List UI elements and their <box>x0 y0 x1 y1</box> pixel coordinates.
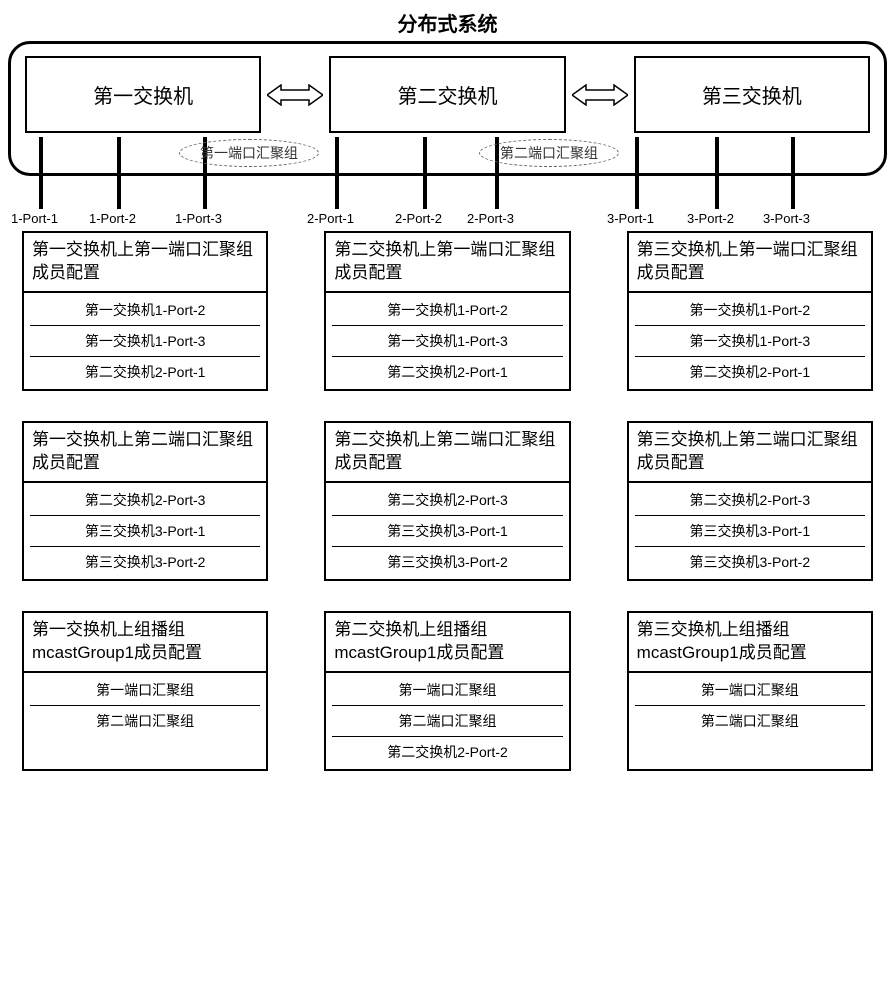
config-table-header: 第三交换机上第一端口汇聚组成员配置 <box>629 233 871 293</box>
aggregation-label-1: 第一端口汇聚组 <box>179 139 319 167</box>
config-table-row: 第二交换机2-Port-1 <box>332 356 562 387</box>
distributed-system-box: 第一交换机 第二交换机 第三交换机 第一端口汇聚组 第二端口汇聚组 <box>8 41 887 176</box>
port-label: 1-Port-3 <box>175 211 222 226</box>
config-table-row: 第三交换机3-Port-2 <box>30 546 260 577</box>
config-table-header: 第一交换机上第二端口汇聚组成员配置 <box>24 423 266 483</box>
config-table-row: 第一交换机1-Port-2 <box>635 295 865 325</box>
port-label: 1-Port-2 <box>89 211 136 226</box>
bidirectional-arrow-icon <box>261 84 329 106</box>
port-label: 3-Port-2 <box>687 211 734 226</box>
port-label: 1-Port-1 <box>11 211 58 226</box>
config-table-row: 第二交换机2-Port-3 <box>30 485 260 515</box>
port-line <box>117 137 121 209</box>
config-table-row: 第二端口汇聚组 <box>635 705 865 736</box>
switch-1: 第一交换机 <box>25 56 261 133</box>
bidirectional-arrow-icon <box>566 84 634 106</box>
port-label: 3-Port-1 <box>607 211 654 226</box>
aggregation-label-2: 第二端口汇聚组 <box>479 139 619 167</box>
config-table: 第二交换机上第一端口汇聚组成员配置第一交换机1-Port-2第一交换机1-Por… <box>324 231 570 391</box>
port-label: 3-Port-3 <box>763 211 810 226</box>
switch-row: 第一交换机 第二交换机 第三交换机 <box>25 56 870 133</box>
port-line <box>423 137 427 209</box>
config-table-row: 第二交换机2-Port-3 <box>332 485 562 515</box>
switch-3: 第三交换机 <box>634 56 870 133</box>
config-table-row: 第二端口汇聚组 <box>30 705 260 736</box>
config-table-row: 第三交换机3-Port-1 <box>30 515 260 546</box>
config-table-header: 第二交换机上组播组mcastGroup1成员配置 <box>326 613 568 673</box>
config-table-row: 第一交换机1-Port-2 <box>30 295 260 325</box>
port-lines-area: 1-Port-1 1-Port-2 1-Port-3 2-Port-1 2-Port-2… <box>8 173 887 227</box>
config-table-header: 第三交换机上组播组mcastGroup1成员配置 <box>629 613 871 673</box>
config-table: 第二交换机上组播组mcastGroup1成员配置第一端口汇聚组第二端口汇聚组第二… <box>324 611 570 771</box>
port-label: 2-Port-3 <box>467 211 514 226</box>
config-table: 第一交换机上第一端口汇聚组成员配置第一交换机1-Port-2第一交换机1-Por… <box>22 231 268 391</box>
config-table-row: 第一交换机1-Port-3 <box>332 325 562 356</box>
port-line <box>635 137 639 209</box>
config-table-row: 第三交换机3-Port-1 <box>332 515 562 546</box>
config-table-row: 第一交换机1-Port-2 <box>332 295 562 325</box>
config-table-header: 第二交换机上第二端口汇聚组成员配置 <box>326 423 568 483</box>
config-table-header: 第二交换机上第一端口汇聚组成员配置 <box>326 233 568 293</box>
config-table-row: 第一端口汇聚组 <box>30 675 260 705</box>
config-table: 第三交换机上第二端口汇聚组成员配置第二交换机2-Port-3第三交换机3-Por… <box>627 421 873 581</box>
config-table: 第三交换机上第一端口汇聚组成员配置第一交换机1-Port-2第一交换机1-Por… <box>627 231 873 391</box>
config-table-row: 第二端口汇聚组 <box>332 705 562 736</box>
port-line <box>791 137 795 209</box>
config-table-header: 第三交换机上第二端口汇聚组成员配置 <box>629 423 871 483</box>
config-table: 第二交换机上第二端口汇聚组成员配置第二交换机2-Port-3第三交换机3-Por… <box>324 421 570 581</box>
config-table-header: 第一交换机上组播组mcastGroup1成员配置 <box>24 613 266 673</box>
port-label: 2-Port-2 <box>395 211 442 226</box>
config-table-row: 第一端口汇聚组 <box>332 675 562 705</box>
config-table-row: 第二交换机2-Port-1 <box>30 356 260 387</box>
config-table-row: 第二交换机2-Port-3 <box>635 485 865 515</box>
config-table-row: 第三交换机3-Port-1 <box>635 515 865 546</box>
config-table-row: 第一端口汇聚组 <box>635 675 865 705</box>
port-line <box>715 137 719 209</box>
config-table-row: 第二交换机2-Port-2 <box>332 736 562 767</box>
config-table: 第一交换机上第二端口汇聚组成员配置第二交换机2-Port-3第三交换机3-Por… <box>22 421 268 581</box>
config-table-row: 第一交换机1-Port-3 <box>30 325 260 356</box>
config-table: 第三交换机上组播组mcastGroup1成员配置第一端口汇聚组第二端口汇聚组 <box>627 611 873 771</box>
port-label: 2-Port-1 <box>307 211 354 226</box>
config-table-row: 第一交换机1-Port-3 <box>635 325 865 356</box>
config-table-row: 第三交换机3-Port-2 <box>332 546 562 577</box>
port-line <box>335 137 339 209</box>
config-table-row: 第二交换机2-Port-1 <box>635 356 865 387</box>
config-tables-grid: 第一交换机上第一端口汇聚组成员配置第一交换机1-Port-2第一交换机1-Por… <box>8 227 887 777</box>
config-table-row: 第三交换机3-Port-2 <box>635 546 865 577</box>
system-title: 分布式系统 <box>8 8 887 37</box>
config-table-header: 第一交换机上第一端口汇聚组成员配置 <box>24 233 266 293</box>
config-table: 第一交换机上组播组mcastGroup1成员配置第一端口汇聚组第二端口汇聚组 <box>22 611 268 771</box>
port-line <box>39 137 43 209</box>
switch-2: 第二交换机 <box>329 56 565 133</box>
